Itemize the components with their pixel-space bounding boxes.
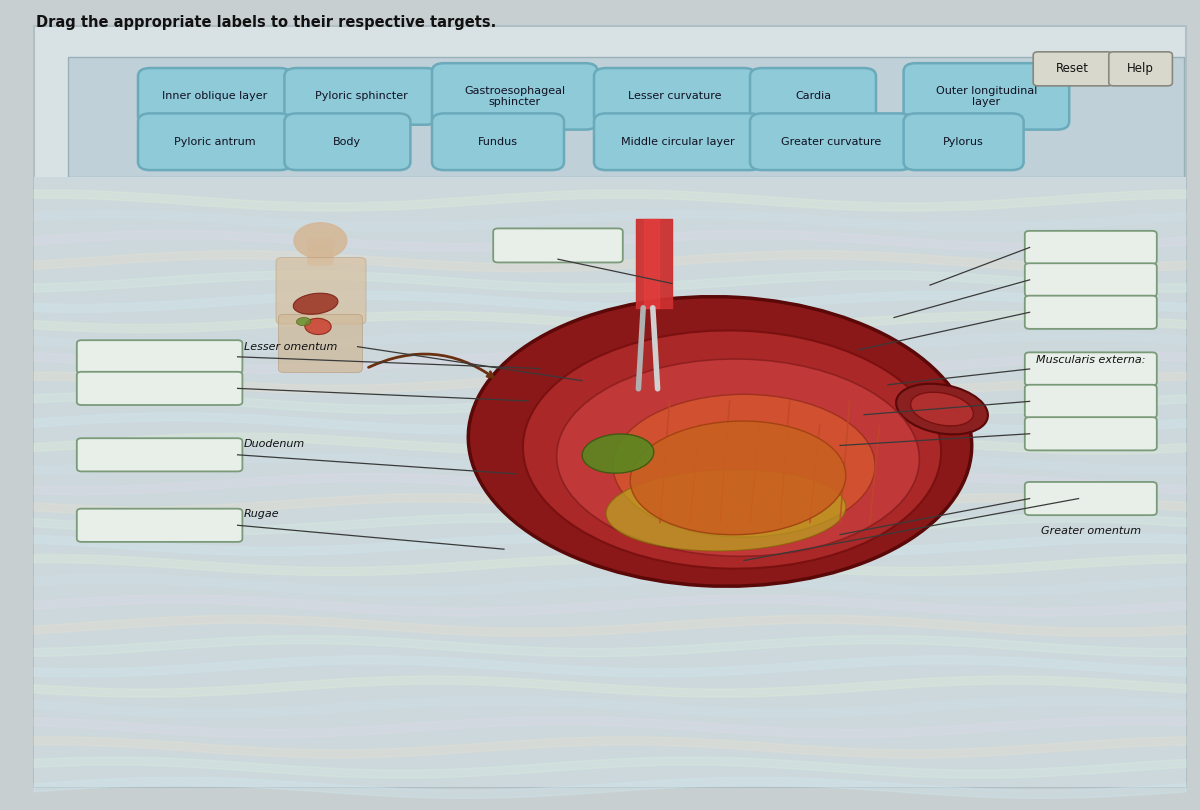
- FancyBboxPatch shape: [493, 228, 623, 262]
- Ellipse shape: [911, 392, 973, 426]
- FancyBboxPatch shape: [594, 113, 762, 170]
- Ellipse shape: [468, 296, 972, 586]
- FancyBboxPatch shape: [284, 113, 410, 170]
- FancyBboxPatch shape: [276, 258, 366, 324]
- FancyBboxPatch shape: [1109, 52, 1172, 86]
- Text: Pylorus: Pylorus: [943, 137, 984, 147]
- Ellipse shape: [896, 384, 988, 434]
- Ellipse shape: [293, 293, 338, 314]
- FancyBboxPatch shape: [750, 68, 876, 125]
- FancyBboxPatch shape: [138, 113, 292, 170]
- Text: Drag the appropriate labels to their respective targets.: Drag the appropriate labels to their res…: [36, 15, 497, 30]
- Circle shape: [294, 223, 347, 258]
- FancyBboxPatch shape: [750, 113, 912, 170]
- FancyBboxPatch shape: [77, 509, 242, 542]
- Ellipse shape: [606, 470, 846, 551]
- Ellipse shape: [296, 318, 311, 326]
- Text: Help: Help: [1127, 62, 1154, 75]
- Text: Rugae: Rugae: [244, 509, 280, 519]
- FancyBboxPatch shape: [1025, 385, 1157, 418]
- Text: Gastroesophageal
sphincter: Gastroesophageal sphincter: [464, 86, 565, 107]
- Text: Cardia: Cardia: [794, 92, 832, 101]
- Ellipse shape: [582, 434, 654, 473]
- FancyBboxPatch shape: [1025, 263, 1157, 296]
- Text: Pyloric antrum: Pyloric antrum: [174, 137, 256, 147]
- FancyBboxPatch shape: [284, 68, 438, 125]
- Ellipse shape: [557, 359, 919, 556]
- Text: Reset: Reset: [1056, 62, 1090, 75]
- Text: Inner oblique layer: Inner oblique layer: [162, 92, 268, 101]
- FancyBboxPatch shape: [1025, 352, 1157, 386]
- Ellipse shape: [305, 318, 331, 335]
- FancyBboxPatch shape: [594, 68, 756, 125]
- Text: Duodenum: Duodenum: [244, 439, 305, 449]
- FancyBboxPatch shape: [904, 63, 1069, 130]
- FancyBboxPatch shape: [77, 372, 242, 405]
- Text: Lesser curvature: Lesser curvature: [629, 92, 721, 101]
- Text: Greater omentum: Greater omentum: [1040, 526, 1141, 535]
- FancyBboxPatch shape: [1033, 52, 1112, 86]
- FancyBboxPatch shape: [138, 68, 292, 125]
- Ellipse shape: [630, 421, 846, 535]
- FancyBboxPatch shape: [1025, 417, 1157, 450]
- Text: Muscularis externa:: Muscularis externa:: [1036, 356, 1146, 365]
- Text: Fundus: Fundus: [478, 137, 518, 147]
- FancyBboxPatch shape: [77, 340, 242, 373]
- Ellipse shape: [613, 394, 875, 537]
- FancyBboxPatch shape: [904, 113, 1024, 170]
- FancyBboxPatch shape: [77, 438, 242, 471]
- Text: Middle circular layer: Middle circular layer: [622, 137, 734, 147]
- FancyBboxPatch shape: [307, 238, 334, 266]
- FancyBboxPatch shape: [278, 314, 362, 373]
- FancyBboxPatch shape: [1025, 482, 1157, 515]
- FancyBboxPatch shape: [432, 113, 564, 170]
- FancyBboxPatch shape: [432, 63, 598, 130]
- Text: Body: Body: [334, 137, 361, 147]
- Text: Lesser omentum: Lesser omentum: [244, 342, 337, 352]
- Text: Greater curvature: Greater curvature: [781, 137, 881, 147]
- Text: Outer longitudinal
layer: Outer longitudinal layer: [936, 86, 1037, 107]
- FancyBboxPatch shape: [68, 57, 1184, 177]
- Text: Pyloric sphincter: Pyloric sphincter: [314, 92, 408, 101]
- Ellipse shape: [523, 330, 941, 569]
- FancyBboxPatch shape: [1025, 296, 1157, 329]
- FancyBboxPatch shape: [34, 26, 1186, 787]
- FancyBboxPatch shape: [1025, 231, 1157, 264]
- FancyBboxPatch shape: [34, 177, 1186, 787]
